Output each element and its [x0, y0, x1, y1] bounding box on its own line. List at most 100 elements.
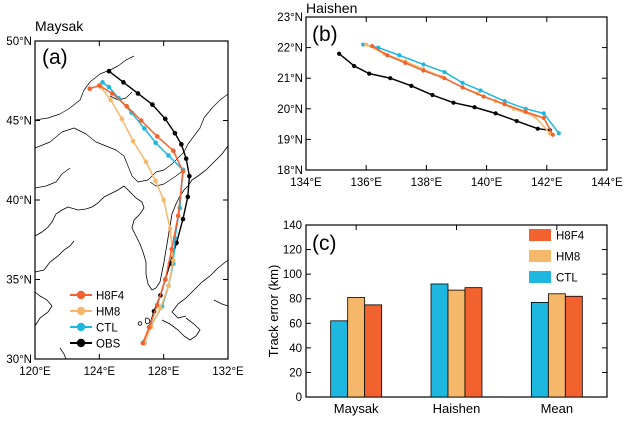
- panel-a-point-h8f4: [169, 246, 175, 252]
- panel-a-point-hm8: [166, 283, 171, 289]
- panel-b-y-tick-label: 19°N: [277, 134, 303, 146]
- panel-b-tracks: [337, 42, 561, 137]
- panel-b-point-ctl: [460, 80, 465, 85]
- panel-b-y-tick-label: 21°N: [277, 73, 303, 85]
- panel-b-frame: [305, 16, 608, 171]
- panel-a-point-h8f4: [180, 169, 186, 174]
- panel-b-axes: 134°E 136°E 138°E 140°E 142°E 144°E 18°N 19°N 20…: [277, 12, 623, 189]
- panel-a-frame: [34, 40, 229, 360]
- panel-a-point-h8f4: [97, 83, 102, 88]
- panel-b-point-ctl: [502, 99, 507, 104]
- panel-a-legend-marker-ctl: [76, 322, 86, 332]
- panel-a-point-obs: [162, 116, 168, 122]
- panel-a-point-obs: [121, 80, 126, 85]
- panel-b-point-obs: [388, 76, 393, 81]
- panel-b-point-obs: [472, 105, 477, 110]
- panel-c-bar-hm8: [447, 289, 466, 398]
- panel-a-point-h8f4: [162, 277, 168, 282]
- panel-c-legend-label-h8f4: H8F4: [556, 231, 585, 243]
- panel-b-point-ctl: [478, 88, 483, 93]
- panel-c-y-tick-label: 60: [289, 318, 302, 330]
- panel-b-point-ctl: [361, 42, 366, 47]
- panel-b-y-tick-label: 18°N: [277, 165, 303, 177]
- panel-c-legend-label-ctl: CTL: [556, 273, 578, 285]
- panel-b-point-obs: [493, 111, 498, 116]
- panel-a-point-h8f4: [87, 86, 92, 91]
- panel-c-y-tick-label: 140: [283, 220, 302, 232]
- panel-a-point-h8f4: [171, 148, 176, 154]
- panel-a-x-tick-label: 128°E: [148, 366, 180, 378]
- panel-a-legend-marker-h8f4: [76, 290, 86, 300]
- panel-c-label: (c): [312, 232, 337, 255]
- panel-b-point-h8f4: [523, 109, 528, 114]
- panel-b-point-h8f4: [403, 60, 408, 65]
- panel-c-category-label: Haishen: [433, 401, 481, 416]
- panel-a-legend-marker-hm8: [76, 306, 86, 316]
- panel-b-point-ctl: [556, 131, 561, 136]
- panel-b-point-obs: [535, 126, 540, 131]
- panel-a-track-h8f4: [89, 84, 184, 344]
- panel-a-point-h8f4: [124, 103, 129, 109]
- panel-c-legend-label-hm8: HM8: [556, 252, 580, 264]
- panel-c-bar-ctl: [530, 301, 549, 398]
- panel-c-y-tick-label: 100: [283, 269, 302, 281]
- panel-c-bar-h8f4: [364, 304, 383, 398]
- panel-a-legend-label-obs: OBS: [96, 339, 121, 351]
- panel-c-bars: [330, 283, 583, 398]
- panel-b-point-obs: [352, 63, 357, 69]
- panel-b-point-h8f4: [541, 115, 546, 121]
- panel-b-title: Haishen: [306, 0, 357, 16]
- panel-c-legend: H8F4 HM8 CTL: [529, 229, 585, 285]
- panel-a-y-tick-label: 40°N: [6, 195, 32, 207]
- panel-c-y-tick-label: 20: [289, 367, 302, 379]
- panel-b-point-h8f4: [442, 76, 447, 81]
- panel-b-point-obs: [367, 71, 372, 76]
- panel-b-point-hm8: [364, 42, 369, 47]
- panel-a-y-tick-label: 50°N: [6, 36, 32, 48]
- panel-a-x-tick-label: 124°E: [84, 366, 116, 378]
- panel-b-x-tick-label: 134°E: [290, 177, 322, 189]
- panel-a-legend-label-ctl: CTL: [96, 323, 118, 335]
- panel-a-point-hm8: [158, 305, 163, 311]
- panel-a-point-h8f4: [109, 91, 115, 96]
- panel-a-coastlines: [34, 145, 229, 360]
- panel-c-category-label: Mean: [541, 401, 574, 416]
- panel-b-point-ctl: [541, 111, 546, 116]
- panel-a-y-tick-label: 35°N: [6, 275, 32, 287]
- panel-a-point-obs: [135, 91, 141, 96]
- panel-b-y-tick-label: 22°N: [277, 43, 303, 55]
- panel-a-point-obs: [179, 142, 184, 147]
- panel-b-point-obs: [451, 100, 456, 105]
- panel-a-point-ctl: [166, 153, 171, 158]
- panel-b-x-tick-label: 136°E: [350, 177, 382, 189]
- panel-b-point-obs: [337, 51, 342, 56]
- panel-a-legend: H8F4 HM8 CTL OBS: [70, 291, 125, 351]
- panel-c-bar-hm8: [347, 297, 366, 398]
- panel-a-point-h8f4: [138, 118, 144, 123]
- panel-b-point-h8f4: [421, 68, 426, 73]
- panel-c-y-tick-label: 40: [289, 343, 302, 355]
- panel-b-point-h8f4: [370, 43, 375, 49]
- panel-c-legend-swatch-hm8: [529, 250, 551, 262]
- panel-b-point-obs: [430, 92, 435, 98]
- panel-a-point-hm8: [171, 258, 176, 263]
- panel-a-axes: 120°E 124°E 128°E 132°E 30°N 35°N 40°N 45°N 50°N: [6, 36, 244, 378]
- panel-a-point-obs: [172, 130, 178, 136]
- panel-b-y-tick-label: 23°N: [277, 12, 303, 24]
- panel-b-haishen-map: Haishen 134°E 136°E 138°E 140°E 142°E 144°E 18…: [277, 0, 623, 189]
- panel-a-point-hm8: [143, 159, 149, 165]
- panel-c-legend-swatch-h8f4: [529, 229, 551, 241]
- panel-a-tracks: [87, 68, 192, 346]
- panel-a-title: Maysak: [35, 18, 84, 34]
- panel-a-point-obs: [187, 173, 192, 179]
- panel-b-point-h8f4: [460, 85, 465, 90]
- panel-a-point-h8f4: [175, 213, 181, 219]
- panel-c-axes: 0 20 40 60 80 100 120 140 Maysak Haishen Mean: [283, 220, 607, 416]
- panel-a-point-obs: [183, 156, 189, 161]
- panel-b-y-tick-label: 20°N: [277, 104, 303, 116]
- panel-a-x-tick-label: 120°E: [19, 366, 51, 378]
- panel-a-y-tick-label: 45°N: [6, 116, 32, 128]
- panel-a-legend-label-hm8: HM8: [96, 307, 120, 319]
